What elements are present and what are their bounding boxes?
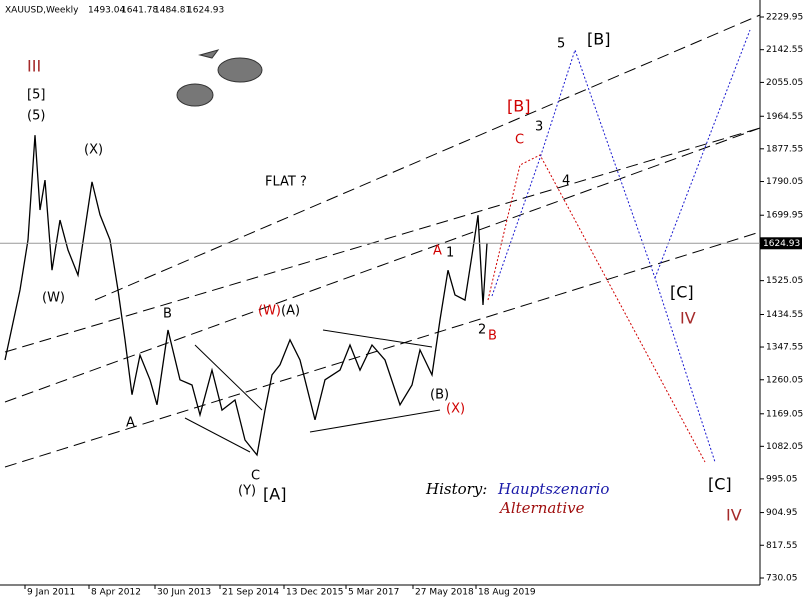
x-tick-label: 13 Dec 2015: [286, 588, 344, 598]
wave-label: C: [251, 469, 260, 484]
wave-label: (5): [27, 109, 45, 124]
wave-label: IV: [680, 309, 696, 328]
ohlc-open: 1493.04: [88, 6, 125, 16]
legend-title: History:: [425, 480, 487, 498]
channel-line: [94, 14, 761, 301]
wave-label: A: [126, 416, 135, 431]
wave-label: (X): [84, 143, 103, 158]
y-tick-label: 1347.55: [766, 343, 803, 353]
wave-label: 5: [557, 37, 565, 52]
wave-label: 3: [535, 120, 543, 135]
bull: [176, 83, 214, 107]
legend-entry: Hauptszenario: [497, 480, 609, 498]
bulls-icon: [176, 49, 263, 107]
wave-label: FLAT ?: [265, 175, 307, 190]
channel-line: [4, 231, 761, 468]
channel-lines: [4, 14, 761, 468]
wave-label: (X): [446, 402, 465, 417]
wave-label: B: [163, 307, 172, 322]
y-tick-label: 2142.55: [766, 45, 803, 55]
main-projection: [491, 48, 716, 463]
alt-projection: [487, 154, 706, 463]
wave-label: [A]: [263, 485, 286, 504]
y-tick-label: 2055.05: [766, 78, 803, 88]
price-line: [4, 135, 488, 457]
wave-label: (W): [258, 304, 281, 319]
bull: [217, 57, 263, 83]
bull-horn: [198, 49, 220, 59]
legend-entry: Alternative: [498, 499, 585, 517]
y-tick-label: 1964.55: [766, 112, 803, 122]
wave-label: IV: [726, 506, 742, 525]
ohlc-high: 1641.78: [121, 6, 158, 16]
x-tick-label: 9 Jan 2011: [27, 588, 75, 598]
wave-label: B: [488, 329, 497, 344]
y-tick-label: 1699.95: [766, 211, 803, 221]
wave-label: 4: [562, 174, 570, 189]
wedge-line: [194, 344, 263, 411]
y-tick-label: 2229.95: [766, 12, 803, 22]
y-tick-label: 1525.05: [766, 276, 803, 286]
wedge-line: [184, 417, 251, 453]
wave-label: [C]: [670, 283, 694, 302]
y-tick-label: 1260.05: [766, 375, 803, 385]
ohlc-low: 1484.81: [154, 6, 191, 16]
wedge-line: [322, 329, 433, 348]
x-tick-label: 30 Jun 2013: [157, 588, 211, 598]
wave-label: C: [515, 133, 524, 148]
main-projection: [654, 29, 751, 279]
wedge-line: [309, 409, 441, 433]
wave-label: A: [433, 244, 442, 259]
channel-line: [4, 127, 761, 353]
chart-title: XAUUSD,Weekly: [5, 6, 79, 16]
x-tick-label: 21 Sep 2014: [222, 588, 279, 598]
wave-label: 2: [478, 323, 486, 338]
x-tick-label: 27 May 2018: [415, 588, 474, 598]
y-tick-label: 995.05: [766, 474, 798, 484]
y-tick-label: 1434.55: [766, 310, 803, 320]
x-tick-label: 5 Mar 2017: [348, 588, 399, 598]
y-tick-label: 1169.05: [766, 409, 803, 419]
wave-label: (A): [281, 304, 300, 319]
wave-label: (Y): [238, 484, 256, 499]
wave-label: (W): [42, 291, 65, 306]
y-tick-label: 1082.05: [766, 442, 803, 452]
wave-label: [B]: [507, 97, 530, 116]
wave-label: 1: [446, 246, 454, 261]
wave-label: (B): [430, 388, 449, 403]
wave-label: III: [27, 57, 41, 76]
wave-label: [B]: [587, 30, 610, 49]
y-tick-label: 1790.05: [766, 177, 803, 187]
x-tick-label: 18 Aug 2019: [478, 588, 536, 598]
wave-label: [C]: [708, 475, 732, 494]
y-tick-label: 730.05: [766, 573, 798, 583]
channel-line: [4, 127, 761, 403]
price-box: [760, 237, 802, 250]
ohlc-close: 1624.93: [187, 6, 224, 16]
x-tick-label: 8 Apr 2012: [91, 588, 141, 598]
y-tick-label: 817.55: [766, 541, 798, 551]
wedge-lines: [184, 329, 441, 453]
y-tick-label: 1877.55: [766, 144, 803, 154]
price-box-label: 1624.93: [763, 239, 800, 249]
projections: [487, 29, 751, 463]
y-tick-label: 904.95: [766, 508, 798, 518]
wave-label: [5]: [27, 88, 45, 103]
